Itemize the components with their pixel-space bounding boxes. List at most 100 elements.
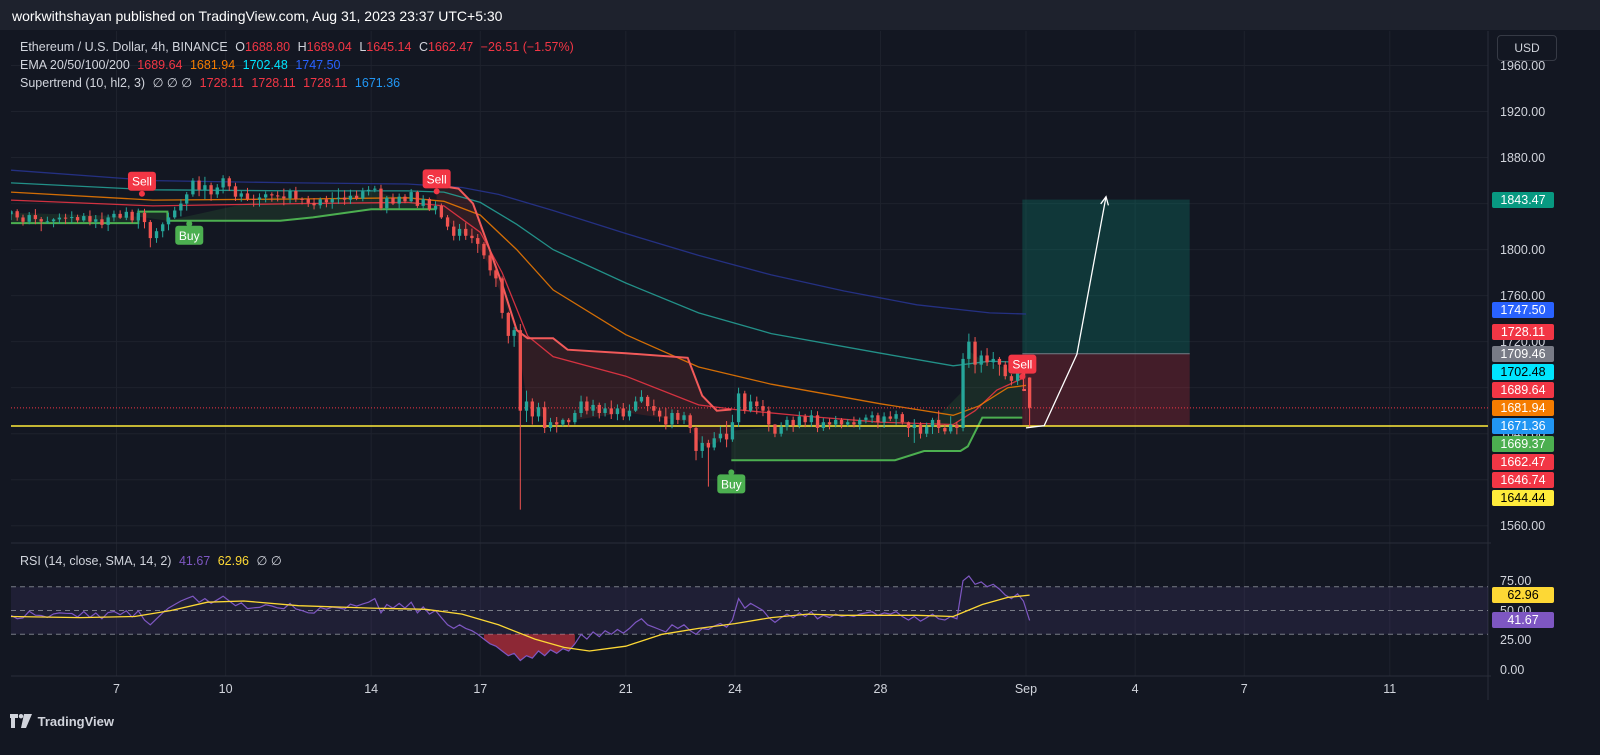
candle[interactable] [561,419,565,425]
candle[interactable] [233,186,238,197]
candle[interactable] [221,178,225,188]
candle[interactable] [767,410,771,425]
candle[interactable] [148,222,153,239]
candle[interactable] [821,422,826,428]
candle[interactable] [11,211,13,215]
rsi-ma-line[interactable] [11,594,1030,652]
candle[interactable] [282,196,286,199]
candle[interactable] [409,192,413,202]
candle[interactable] [312,202,316,206]
candle[interactable] [809,415,814,423]
candle[interactable] [397,196,401,204]
candle[interactable] [106,217,110,225]
candle[interactable] [464,228,468,236]
candle[interactable] [852,422,856,425]
candle[interactable] [391,197,395,204]
candle[interactable] [324,199,329,203]
candle[interactable] [27,215,31,222]
candle[interactable] [75,217,80,221]
candle[interactable] [652,406,656,411]
candle[interactable] [263,194,268,198]
candle[interactable] [736,393,741,423]
candle[interactable] [912,424,916,428]
candle[interactable] [63,217,68,219]
candle[interactable] [676,412,680,420]
candle[interactable] [288,190,292,199]
candle[interactable] [955,424,959,428]
candle[interactable] [318,199,322,206]
ema-legend[interactable]: EMA 20/50/100/200 1689.64 1681.94 1702.4… [20,57,345,73]
candle[interactable] [779,426,783,434]
candle[interactable] [791,419,795,426]
candle[interactable] [342,197,347,200]
candle[interactable] [603,408,607,413]
candle[interactable] [943,427,947,432]
candle[interactable] [118,213,122,218]
candle[interactable] [1027,377,1032,408]
candle[interactable] [470,235,474,239]
candle[interactable] [415,192,420,206]
candle[interactable] [88,216,92,222]
candle[interactable] [621,408,625,417]
candle[interactable] [985,355,989,363]
candle[interactable] [427,198,432,210]
candle[interactable] [1015,369,1020,381]
candle[interactable] [385,197,389,209]
projection-line[interactable] [1025,196,1107,429]
candle[interactable] [439,205,444,218]
candle[interactable] [227,178,231,187]
candle[interactable] [366,189,371,192]
candle[interactable] [239,193,243,197]
candle[interactable] [82,216,86,221]
tradingview-logo[interactable]: TradingView [10,712,114,729]
candle[interactable] [21,217,25,222]
candle[interactable] [452,226,456,236]
candle[interactable] [518,330,522,411]
candle[interactable] [882,416,886,423]
candle[interactable] [270,194,274,196]
candle[interactable] [500,278,504,313]
candle[interactable] [209,185,213,195]
buy-signal[interactable]: Buy [175,220,204,245]
price-badge[interactable]: 1728.11 [1492,324,1554,341]
position-stop-zone[interactable] [1022,353,1190,426]
candle[interactable] [937,419,941,428]
candle[interactable] [294,190,298,200]
candle[interactable] [718,433,723,439]
candle[interactable] [494,270,498,279]
candle[interactable] [961,358,965,428]
candle[interactable] [858,419,862,425]
candle[interactable] [548,422,553,428]
buy-signal[interactable]: Buy [717,469,746,494]
currency-button[interactable]: USD [1497,35,1557,61]
price-badge[interactable]: 1671.36 [1492,417,1554,434]
candle[interactable] [748,401,753,411]
candle[interactable] [755,401,759,407]
candle[interactable] [1009,376,1014,381]
candle[interactable] [906,422,911,428]
candle[interactable] [991,358,995,363]
price-badge[interactable]: 1747.50 [1492,302,1554,318]
candle[interactable] [670,412,674,425]
candle[interactable] [306,199,310,203]
sell-signal[interactable]: Sell [422,169,451,195]
candle[interactable] [694,427,698,451]
symbol-name[interactable]: Ethereum / U.S. Dollar, 4h, BINANCE [20,40,228,54]
candle[interactable] [864,417,868,420]
candle[interactable] [567,419,571,423]
candle[interactable] [300,199,304,201]
candle[interactable] [949,424,953,432]
candle[interactable] [136,212,140,221]
candle[interactable] [573,412,577,423]
candle[interactable] [251,199,256,201]
candle[interactable] [51,219,56,222]
candle[interactable] [421,198,425,206]
candle[interactable] [773,424,777,434]
candle[interactable] [609,408,613,415]
candle[interactable] [476,238,480,244]
candle[interactable] [979,355,983,365]
candle[interactable] [815,415,820,428]
candle[interactable] [724,433,729,440]
price-badge[interactable]: 1702.48 [1492,363,1554,380]
candle[interactable] [536,407,541,417]
